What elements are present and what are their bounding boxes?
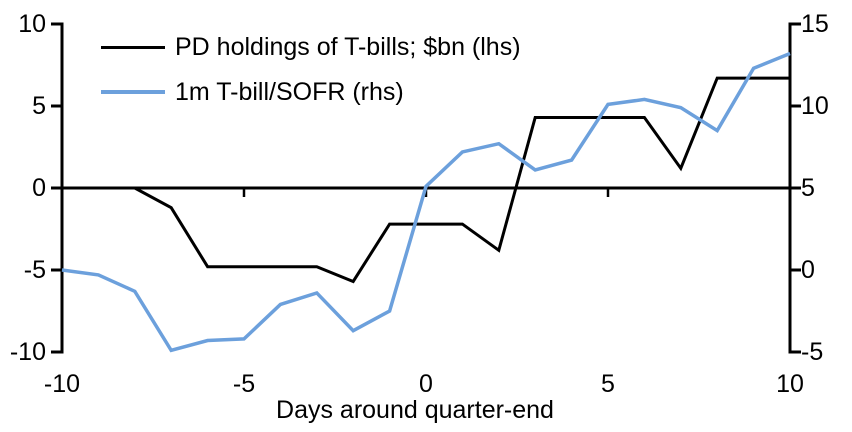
x-axis-tick-label: 5 [601, 370, 615, 398]
legend-line-sample-black [101, 45, 165, 49]
right-axis-tick-label: 5 [801, 174, 815, 202]
legend-line-sample-blue [101, 90, 165, 94]
left-axis-tick-label: 5 [32, 92, 46, 120]
left-axis-tick-label: -10 [9, 338, 46, 366]
x-axis-tick-label: -10 [43, 370, 81, 398]
legend-item-tbill-sofr: 1m T-bill/SOFR (rhs) [101, 78, 521, 106]
x-axis-title: Days around quarter-end [276, 396, 554, 424]
left-axis-tick-label: -5 [23, 256, 46, 284]
right-axis-tick-label: -5 [801, 338, 824, 366]
left-axis-tick-label: 0 [32, 174, 46, 202]
left-axis-tick-label: 10 [18, 10, 46, 38]
series-line-lhs [62, 76, 790, 284]
x-axis-tick-label: -5 [232, 370, 256, 398]
right-axis-tick-label: 15 [801, 10, 829, 38]
series-line-rhs [61, 51, 791, 353]
legend: PD holdings of T-bills; $bn (lhs) 1m T-b… [101, 33, 521, 123]
legend-label-tbill-sofr: 1m T-bill/SOFR (rhs) [175, 78, 404, 106]
legend-item-pd-holdings: PD holdings of T-bills; $bn (lhs) [101, 33, 521, 61]
right-axis-tick-label: 0 [801, 256, 815, 284]
x-axis-tick-label: 0 [419, 370, 433, 398]
right-axis-tick-label: 10 [801, 92, 829, 120]
legend-label-pd-holdings: PD holdings of T-bills; $bn (lhs) [175, 33, 521, 61]
x-axis-tick-label: 10 [776, 370, 804, 398]
